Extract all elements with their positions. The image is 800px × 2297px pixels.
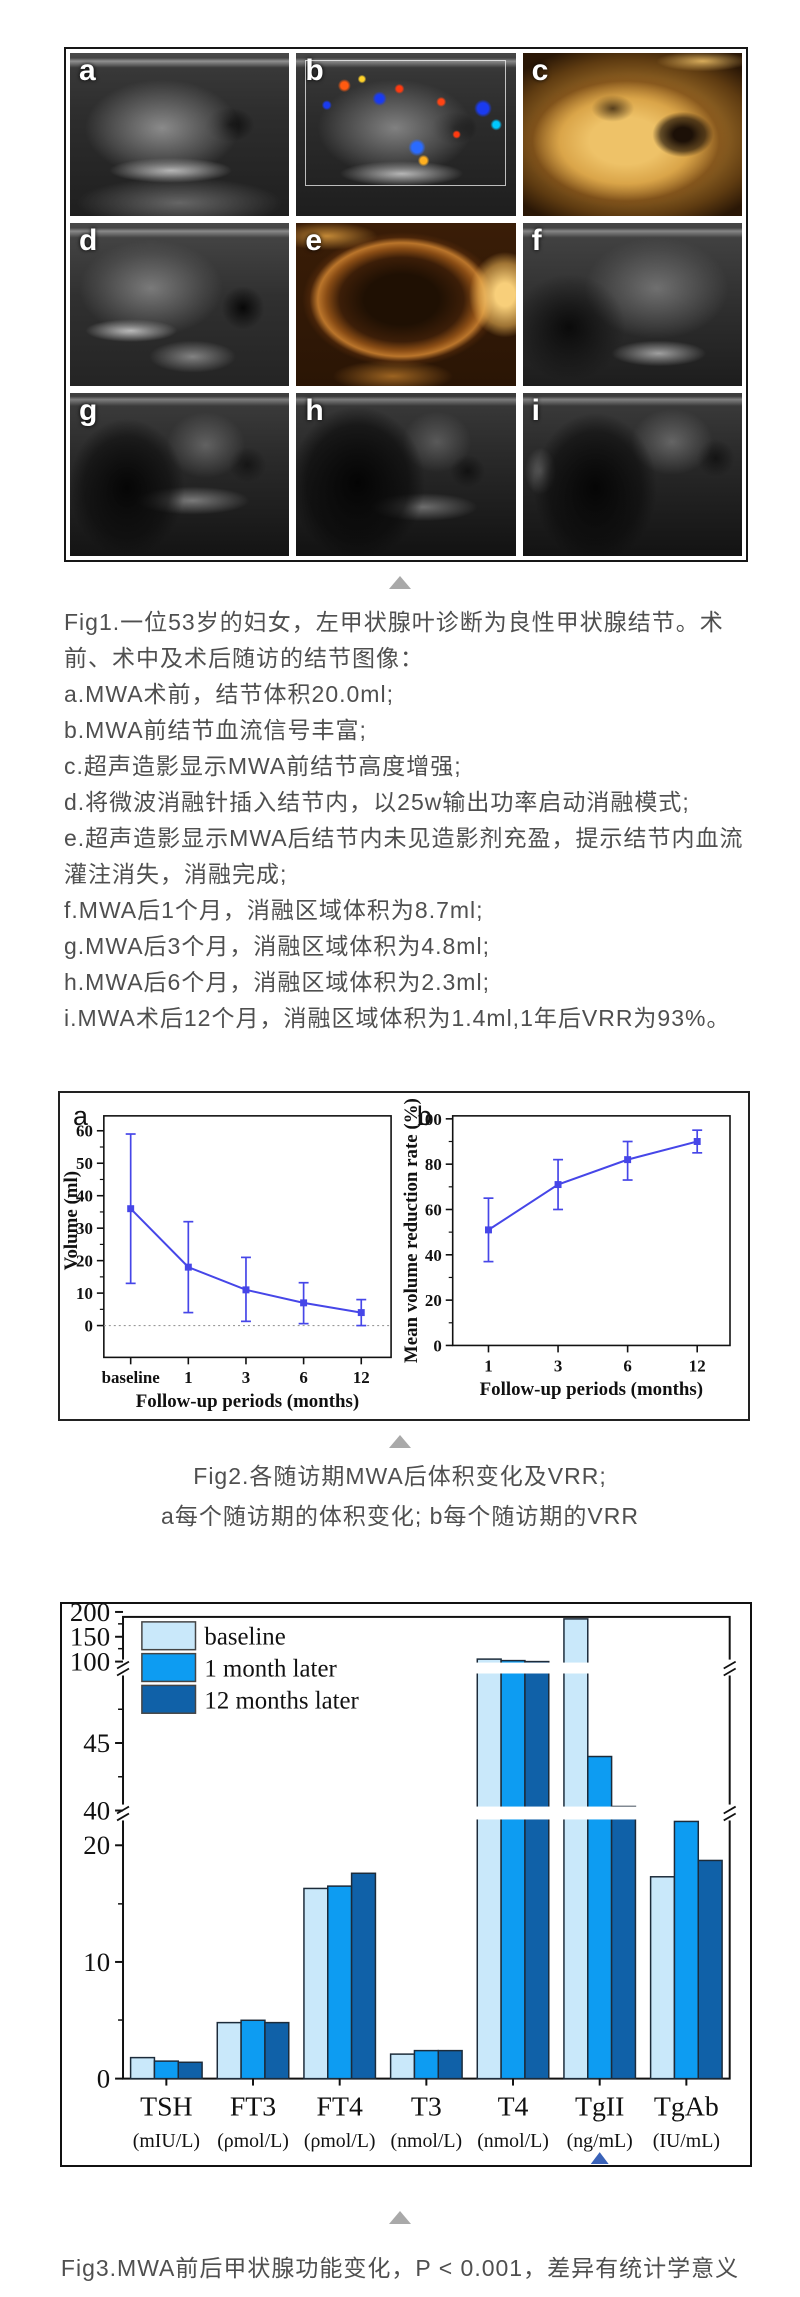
caption-line: e.超声造影显示MWA后结节内未见造影剂充盈，提示结节内血流 <box>64 825 744 851</box>
ultrasound-panel-c: c <box>522 53 742 216</box>
ultrasound-panel-e: e <box>296 223 516 386</box>
fig3-chart: TSH (mIU/L) FT3 (ρmol/L) FT4 (ρmol/L) T3 (nmol/… <box>70 1604 737 2165</box>
svg-text:100: 100 <box>70 1647 110 1677</box>
fig1-ultrasound-grid: a b c d e f g h i <box>64 47 748 562</box>
svg-text:3: 3 <box>554 1356 562 1375</box>
svg-text:(ng/mL): (ng/mL) <box>567 2130 633 2152</box>
caption-line: Fig2.各随访期MWA后体积变化及VRR; <box>193 1463 607 1489</box>
svg-text:Volume (ml): Volume (ml) <box>61 1171 82 1270</box>
svg-text:TgAb: TgAb <box>654 2091 719 2122</box>
caption-line: Fig3.MWA前后甲状腺功能变化，P < 0.001，差异有统计学意义 <box>60 2255 740 2281</box>
svg-text:12 months later: 12 months later <box>204 1687 359 1714</box>
ultrasound-panel-h: h <box>296 393 516 556</box>
ultrasound-panel-g: g <box>70 393 290 556</box>
triangle-up-icon <box>389 1435 411 1448</box>
caption-line: i.MWA术后12个月，消融区域体积为1.4ml,1年后VRR为93%。 <box>64 1005 731 1031</box>
svg-text:Follow-up periods (months): Follow-up periods (months) <box>480 1379 703 1400</box>
svg-text:0: 0 <box>97 2064 110 2094</box>
ultrasound-panel-i: i <box>522 393 742 556</box>
svg-text:b: b <box>417 1101 432 1131</box>
caption-line: h.MWA后6个月，消融区域体积为2.3ml; <box>64 969 490 995</box>
svg-text:(nmol/L): (nmol/L) <box>477 2130 549 2152</box>
svg-text:0: 0 <box>84 1317 92 1336</box>
svg-text:baseline: baseline <box>204 1624 285 1651</box>
svg-text:10: 10 <box>83 1947 110 1977</box>
svg-text:40: 40 <box>76 1187 93 1206</box>
panel-letter: b <box>305 54 324 87</box>
svg-text:FT4: FT4 <box>317 2091 363 2122</box>
caption-line: f.MWA后1个月，消融区域体积为8.7ml; <box>64 897 484 923</box>
fig1-caption: Fig1.一位53岁的妇女，左甲状腺叶诊断为良性甲状腺结节。术 前、术中及术后随… <box>64 604 754 1036</box>
svg-text:20: 20 <box>83 1830 110 1860</box>
svg-text:6: 6 <box>299 1368 307 1387</box>
svg-text:a: a <box>73 1101 88 1131</box>
triangle-up-icon <box>389 576 411 589</box>
svg-text:50: 50 <box>76 1154 93 1173</box>
svg-text:30: 30 <box>76 1219 93 1238</box>
svg-text:45: 45 <box>83 1728 110 1758</box>
svg-text:20: 20 <box>76 1252 93 1271</box>
svg-text:10: 10 <box>76 1284 93 1303</box>
caption-line: b.MWA前结节血流信号丰富; <box>64 717 367 743</box>
caption-line: 前、术中及术后随访的结节图像： <box>64 645 424 671</box>
svg-text:80: 80 <box>425 1155 442 1174</box>
panel-letter: d <box>79 224 98 257</box>
svg-text:(mIU/L): (mIU/L) <box>133 2130 200 2152</box>
fig3-bar-chart: TSH (mIU/L) FT3 (ρmol/L) FT4 (ρmol/L) T3 (nmol/… <box>60 1602 752 2167</box>
svg-text:3: 3 <box>242 1368 250 1387</box>
caption-line: g.MWA后3个月，消融区域体积为4.8ml; <box>64 933 490 959</box>
svg-text:60: 60 <box>425 1200 442 1219</box>
fig2-caption: Fig2.各随访期MWA后体积变化及VRR; a每个随访期的体积变化; b每个随… <box>20 1456 780 1536</box>
svg-text:12: 12 <box>689 1356 706 1375</box>
ultrasound-panel-f: f <box>522 223 742 386</box>
fig3-caption: Fig3.MWA前后甲状腺功能变化，P < 0.001，差异有统计学意义 <box>20 2248 780 2288</box>
svg-text:0: 0 <box>433 1336 441 1355</box>
ultrasound-panel-b: b <box>296 53 516 216</box>
caption-line: c.超声造影显示MWA前结节高度增强; <box>64 753 462 779</box>
ultrasound-panel-a: a <box>70 53 290 216</box>
page: a b c d e f g h i Fig1.一位53岁的妇女，左甲状腺叶诊断为… <box>0 47 800 2288</box>
svg-text:60: 60 <box>76 1122 93 1141</box>
svg-text:baseline: baseline <box>102 1368 161 1387</box>
svg-text:(IU/mL): (IU/mL) <box>653 2130 720 2152</box>
svg-text:40: 40 <box>83 1795 110 1825</box>
svg-text:(ρmol/L): (ρmol/L) <box>304 2130 376 2152</box>
caption-line: a每个随访期的体积变化; b每个随访期的VRR <box>161 1503 639 1529</box>
svg-text:150: 150 <box>70 1622 110 1652</box>
svg-text:6: 6 <box>623 1356 631 1375</box>
svg-text:T4: T4 <box>498 2091 529 2122</box>
svg-text:1: 1 <box>184 1368 192 1387</box>
panel-letter: a <box>79 54 96 87</box>
svg-text:(ρmol/L): (ρmol/L) <box>217 2130 289 2152</box>
panel-letter: h <box>305 394 324 427</box>
fig2-line-charts: a 0 10 20 30 40 50 60 baseline 1 3 6 12 Follow-up per… <box>58 1091 750 1421</box>
svg-text:FT3: FT3 <box>230 2091 276 2122</box>
panel-letter: i <box>531 394 540 427</box>
panel-letter: f <box>531 224 542 257</box>
triangle-up-icon <box>389 2211 411 2224</box>
svg-text:Follow-up periods (months): Follow-up periods (months) <box>136 1391 359 1412</box>
caption-line: d.将微波消融针插入结节内，以25w输出功率启动消融模式; <box>64 789 690 815</box>
svg-text:200: 200 <box>70 1604 110 1627</box>
ultrasound-panel-d: d <box>70 223 290 386</box>
svg-text:T3: T3 <box>411 2091 442 2122</box>
svg-text:100: 100 <box>416 1110 441 1129</box>
svg-text:(nmol/L): (nmol/L) <box>391 2130 463 2152</box>
svg-text:TgII: TgII <box>575 2091 624 2122</box>
caption-line: 灌注消失，消融完成; <box>64 861 288 887</box>
panel-letter: c <box>531 54 549 87</box>
svg-text:1 month later: 1 month later <box>204 1655 337 1682</box>
svg-text:Mean volume reduction rate (%): Mean volume reduction rate (%) <box>401 1098 422 1363</box>
svg-text:40: 40 <box>425 1246 442 1265</box>
svg-text:1: 1 <box>484 1356 492 1375</box>
caption-line: Fig1.一位53岁的妇女，左甲状腺叶诊断为良性甲状腺结节。术 <box>64 609 724 635</box>
svg-text:20: 20 <box>425 1291 442 1310</box>
panel-letter: e <box>305 224 323 257</box>
panel-letter: g <box>79 394 98 427</box>
svg-text:12: 12 <box>353 1368 370 1387</box>
svg-text:TSH: TSH <box>140 2091 193 2122</box>
caption-line: a.MWA术前，结节体积20.0ml; <box>64 681 394 707</box>
